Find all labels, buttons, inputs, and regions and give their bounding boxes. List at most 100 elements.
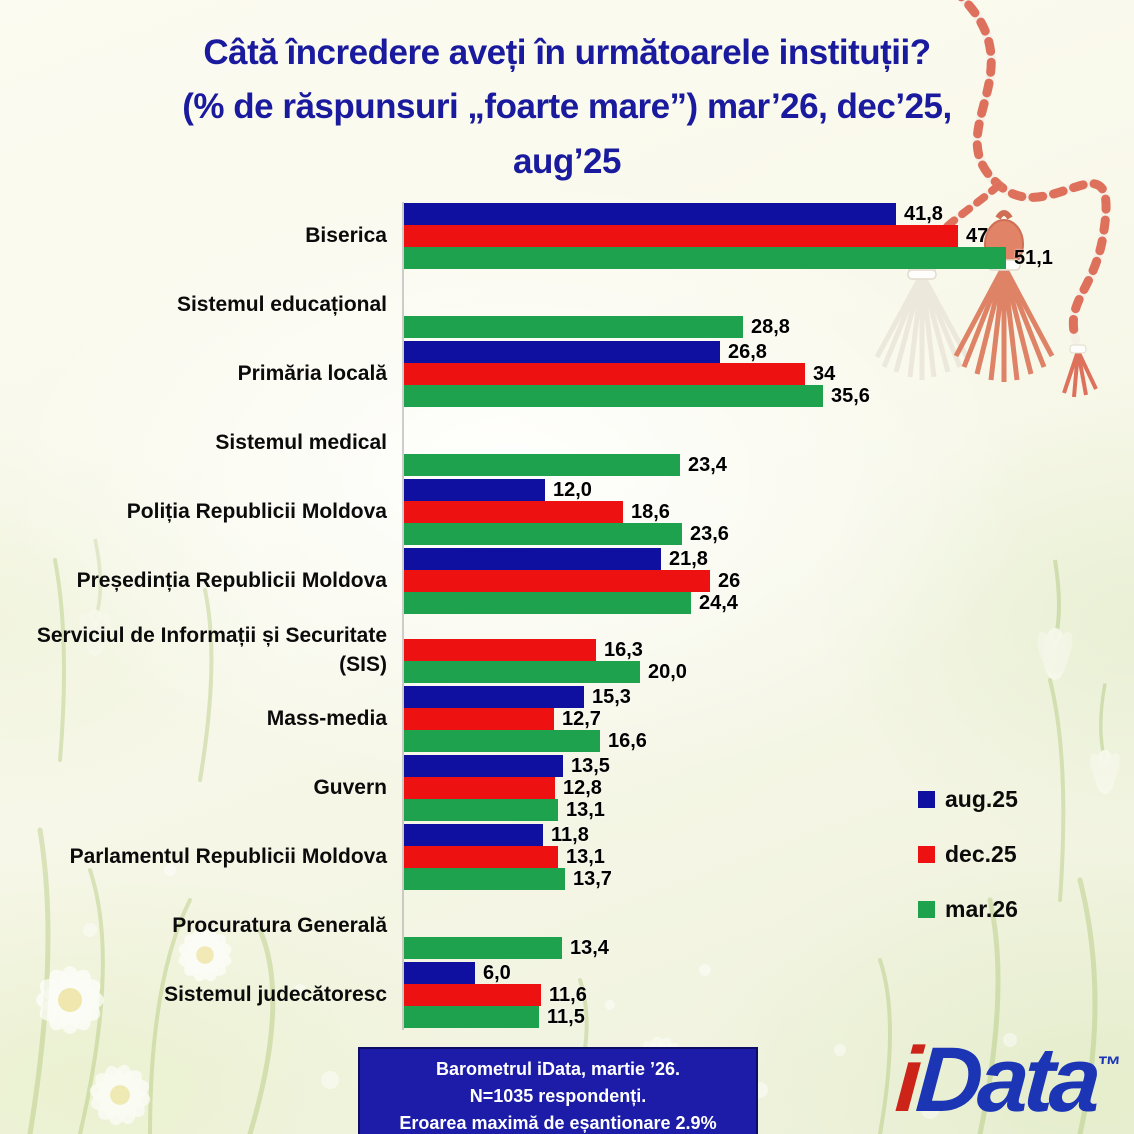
bar-aug.25	[404, 755, 563, 777]
bar-value-label: 16,3	[604, 638, 643, 661]
bar-dec.25	[404, 639, 596, 661]
bar-slot-mar.26: 13,4	[404, 937, 1134, 959]
bar-mar.26	[404, 592, 691, 614]
category-label: Serviciul de Informații și Securitate (S…	[36, 624, 387, 676]
bar-value-label: 11,5	[547, 1005, 585, 1028]
bar-slot-dec.25	[404, 294, 1134, 316]
bar-slot-dec.25: 26	[404, 570, 1134, 592]
bar-value-label: 41,8	[904, 202, 943, 225]
bar-slot-aug.25: 11,8	[404, 824, 1134, 846]
bar-value-label: 11,8	[551, 823, 589, 846]
legend-item-dec25: dec.25	[918, 841, 1018, 868]
category-label: Poliția Republicii Moldova	[126, 500, 387, 524]
bar-slot-dec.25: 47	[404, 225, 1134, 247]
bar-value-label: 18,6	[631, 500, 670, 523]
bar-dec.25	[404, 363, 805, 385]
idata-logo: iData™	[892, 1029, 1123, 1131]
bar-mar.26	[404, 661, 640, 683]
bars-group: 23,4	[402, 409, 1134, 478]
bar-slot-dec.25	[404, 915, 1134, 937]
bar-dec.25	[404, 225, 958, 247]
bar-aug.25	[404, 686, 584, 708]
bars-group: 26,8 34 35,6	[402, 340, 1134, 409]
bar-mar.26	[404, 316, 743, 338]
bar-slot-dec.25: 12,8	[404, 777, 1134, 799]
category-label: Președinția Republicii Moldova	[76, 569, 387, 593]
bar-slot-dec.25	[404, 432, 1134, 454]
bar-value-label: 24,4	[699, 591, 738, 614]
bar-value-label: 28,8	[751, 315, 790, 338]
category-label: Sistemul medical	[215, 431, 387, 455]
bar-value-label: 35,6	[831, 384, 870, 407]
bar-dec.25	[404, 708, 554, 730]
bar-value-label: 13,4	[570, 936, 609, 959]
source-note-line-1: Barometrul iData, martie ’26.	[435, 1059, 681, 1079]
bar-slot-aug.25: 26,8	[404, 341, 1134, 363]
bar-value-label: 13,5	[571, 754, 610, 777]
bar-value-label: 12,7	[562, 707, 601, 730]
bar-slot-aug.25	[404, 272, 1134, 294]
bars-group: 16,3 20,0	[402, 616, 1134, 685]
bar-value-label: 12,8	[563, 776, 602, 799]
bar-slot-aug.25: 13,5	[404, 755, 1134, 777]
chart-row: Biserica 41,8 47 51,1	[0, 202, 1134, 271]
bar-aug.25	[404, 203, 896, 225]
source-note-line-3: Eroarea maximă de eșantionare 2.9%	[399, 1113, 717, 1133]
bar-value-label: 23,6	[690, 522, 729, 545]
bar-dec.25	[404, 570, 710, 592]
bar-mar.26	[404, 454, 680, 476]
bar-mar.26	[404, 385, 823, 407]
bar-mar.26	[404, 730, 600, 752]
source-note-box: Barometrul iData, martie ’26. N=1035 res…	[358, 1047, 758, 1134]
chart-row: Parlamentul Republicii Moldova 11,8 13,1 13…	[0, 823, 1134, 892]
bar-mar.26	[404, 937, 562, 959]
bar-slot-aug.25	[404, 410, 1134, 432]
category-label: Biserica	[305, 224, 387, 248]
bar-slot-dec.25: 16,3	[404, 639, 1134, 661]
bar-aug.25	[404, 824, 543, 846]
chart-row: Poliția Republicii Moldova 12,0 18,6 23,6	[0, 478, 1134, 547]
bar-value-label: 16,6	[608, 729, 647, 752]
bar-aug.25	[404, 962, 475, 984]
bar-slot-mar.26: 20,0	[404, 661, 1134, 683]
chart-row: Sistemul medical 23,4	[0, 409, 1134, 478]
bar-slot-dec.25: 13,1	[404, 846, 1134, 868]
bar-slot-mar.26: 24,4	[404, 592, 1134, 614]
bar-slot-mar.26: 51,1	[404, 247, 1134, 269]
category-label: Sistemul educațional	[176, 293, 387, 317]
chart-title-line-3: aug’25	[513, 141, 621, 181]
bar-aug.25	[404, 548, 661, 570]
idata-logo-data: Data	[913, 1029, 1100, 1131]
chart-row: Primăria locală 26,8 34 35,6	[0, 340, 1134, 409]
category-label: Sistemul judecătoresc	[164, 983, 387, 1007]
chart-row: Președinția Republicii Moldova 21,8 26 24,4	[0, 547, 1134, 616]
chart-row: Sistemul educațional 28,8	[0, 271, 1134, 340]
category-label: Parlamentul Republicii Moldova	[69, 845, 387, 869]
bar-slot-dec.25: 12,7	[404, 708, 1134, 730]
bar-mar.26	[404, 247, 1006, 269]
legend-item-mar26: mar.26	[918, 896, 1018, 923]
bar-slot-mar.26: 23,4	[404, 454, 1134, 476]
chart-row: Procuratura Generală 13,4	[0, 892, 1134, 961]
bars-group: 13,4	[402, 892, 1134, 961]
bars-group: 21,8 26 24,4	[402, 547, 1134, 616]
bar-value-label: 13,1	[566, 845, 605, 868]
legend-item-aug25: aug.25	[918, 786, 1018, 813]
bar-slot-aug.25: 12,0	[404, 479, 1134, 501]
bar-value-label: 6,0	[483, 961, 511, 984]
bar-value-label: 11,6	[549, 983, 587, 1006]
bar-slot-dec.25: 34	[404, 363, 1134, 385]
bar-dec.25	[404, 777, 555, 799]
bar-aug.25	[404, 341, 720, 363]
bars-group: 13,5 12,8 13,1	[402, 754, 1134, 823]
bar-value-label: 20,0	[648, 660, 687, 683]
bar-value-label: 12,0	[553, 478, 592, 501]
chart-row: Mass-media 15,3 12,7 16,6	[0, 685, 1134, 754]
legend-label-dec25: dec.25	[945, 841, 1017, 867]
source-note-line-2: N=1035 respondenți.	[469, 1086, 647, 1106]
bar-mar.26	[404, 799, 558, 821]
bar-value-label: 26,8	[728, 340, 767, 363]
bar-slot-dec.25: 11,6	[404, 984, 1134, 1006]
bar-slot-mar.26: 13,1	[404, 799, 1134, 821]
legend-label-mar26: mar.26	[945, 896, 1018, 922]
